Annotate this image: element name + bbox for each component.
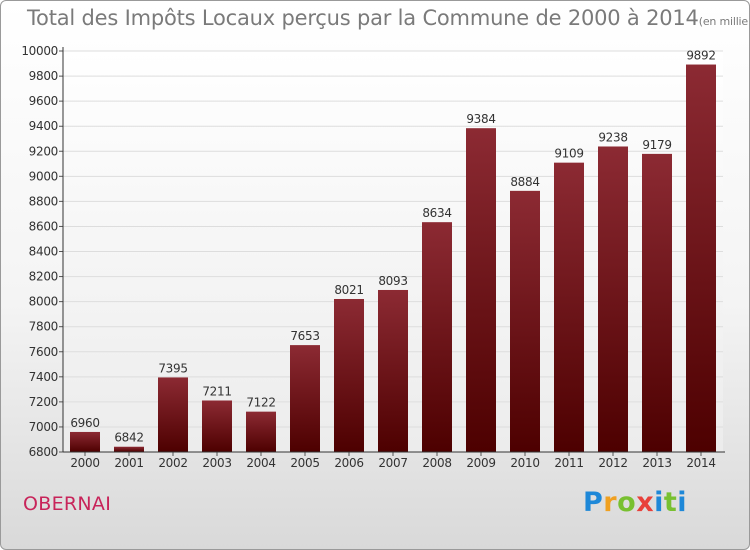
x-tick-label: 2008: [422, 456, 451, 470]
logo-letter: i: [654, 487, 664, 518]
bar: [554, 162, 584, 452]
bar: [246, 411, 276, 452]
bar-value-label: 6842: [114, 431, 143, 445]
x-tick-label: 2001: [114, 456, 143, 470]
logo-letter: i: [677, 487, 688, 518]
axes: [62, 47, 725, 453]
x-tick-label: 2006: [334, 456, 363, 470]
bar: [466, 128, 496, 452]
y-tick-label: 9200: [29, 144, 58, 158]
bar-value-label: 6960: [70, 416, 99, 430]
x-tick-label: 2000: [70, 456, 99, 470]
y-tick-label: 9600: [29, 94, 58, 108]
y-tick-label: 9800: [29, 69, 58, 83]
y-tick-label: 9000: [29, 169, 58, 183]
bar-value-label: 9238: [598, 130, 627, 144]
bar-value-label: 8884: [510, 175, 539, 189]
bar: [202, 400, 232, 452]
x-tick-label: 2013: [642, 456, 671, 470]
chart-title: Total des Impôts Locaux perçus par la Co…: [27, 6, 749, 30]
y-tick-label: 8800: [29, 194, 58, 208]
y-tick-label: 10000: [21, 44, 58, 58]
bar-value-label: 8021: [334, 283, 363, 297]
x-tick-label: 2012: [598, 456, 627, 470]
bar: [290, 345, 320, 452]
y-tick-label: 7400: [29, 370, 58, 384]
x-tick-label: 2010: [510, 456, 539, 470]
bar: [422, 222, 452, 452]
bar-value-label: 9109: [554, 147, 583, 161]
y-tick-label: 7000: [29, 420, 58, 434]
x-tick-label: 2014: [686, 456, 715, 470]
bar: [114, 446, 144, 452]
bar-value-label: 9892: [686, 49, 715, 63]
y-tick-label: 7200: [29, 395, 58, 409]
y-tick-label: 9400: [29, 119, 58, 133]
y-tick-label: 6800: [29, 445, 58, 459]
bar: [334, 298, 364, 452]
bars: 6960 6842 7395 7211 7122 7653 8021 8093 8634 9384…: [70, 49, 716, 452]
bar: [70, 431, 100, 452]
bar-value-label: 7653: [290, 329, 319, 343]
x-tick-label: 2011: [554, 456, 583, 470]
x-axis-ticks: 2000 2001 2002 2003 2004 2005 2006 2007 2008 2009…: [70, 452, 716, 470]
bar-value-label: 8093: [378, 274, 407, 288]
x-tick-label: 2009: [466, 456, 495, 470]
y-tick-label: 8200: [29, 270, 58, 284]
x-tick-label: 2005: [290, 456, 319, 470]
bar-value-label: 7395: [158, 361, 187, 375]
proxiti-logo: Proxiti: [583, 487, 687, 518]
y-tick-label: 7800: [29, 320, 58, 334]
logo-letter: t: [663, 487, 678, 518]
logo-letter: P: [583, 487, 604, 518]
bar: [598, 146, 628, 452]
bar-value-label: 8634: [422, 206, 451, 220]
x-tick-label: 2002: [158, 456, 187, 470]
x-tick-label: 2003: [202, 456, 231, 470]
bar-value-label: 7122: [246, 396, 275, 410]
y-tick-label: 8600: [29, 219, 58, 233]
x-tick-label: 2007: [378, 456, 407, 470]
bar: [378, 289, 408, 452]
y-tick-label: 7600: [29, 345, 58, 359]
logo-letter: o: [617, 487, 637, 518]
commune-name: OBERNAI: [23, 493, 112, 515]
logo-letter: x: [636, 487, 655, 518]
bar: [158, 377, 188, 452]
x-tick-label: 2004: [246, 456, 275, 470]
y-tick-label: 8000: [29, 295, 58, 309]
logo-letter: r: [603, 487, 618, 518]
bar: [642, 153, 672, 452]
bar: [510, 190, 540, 452]
bar-value-label: 9384: [466, 112, 495, 126]
y-tick-label: 8400: [29, 245, 58, 259]
bar: [686, 64, 716, 452]
y-axis-ticks: 6800 7000 7200 7400 7600 7800 8000 8200 8400 8600…: [21, 44, 63, 459]
chart-title-unit: (en milliers d'€): [698, 15, 749, 28]
bar-value-label: 7211: [202, 384, 231, 398]
bar-value-label: 9179: [642, 138, 671, 152]
chart-title-text: Total des Impôts Locaux perçus par la Co…: [27, 6, 699, 30]
